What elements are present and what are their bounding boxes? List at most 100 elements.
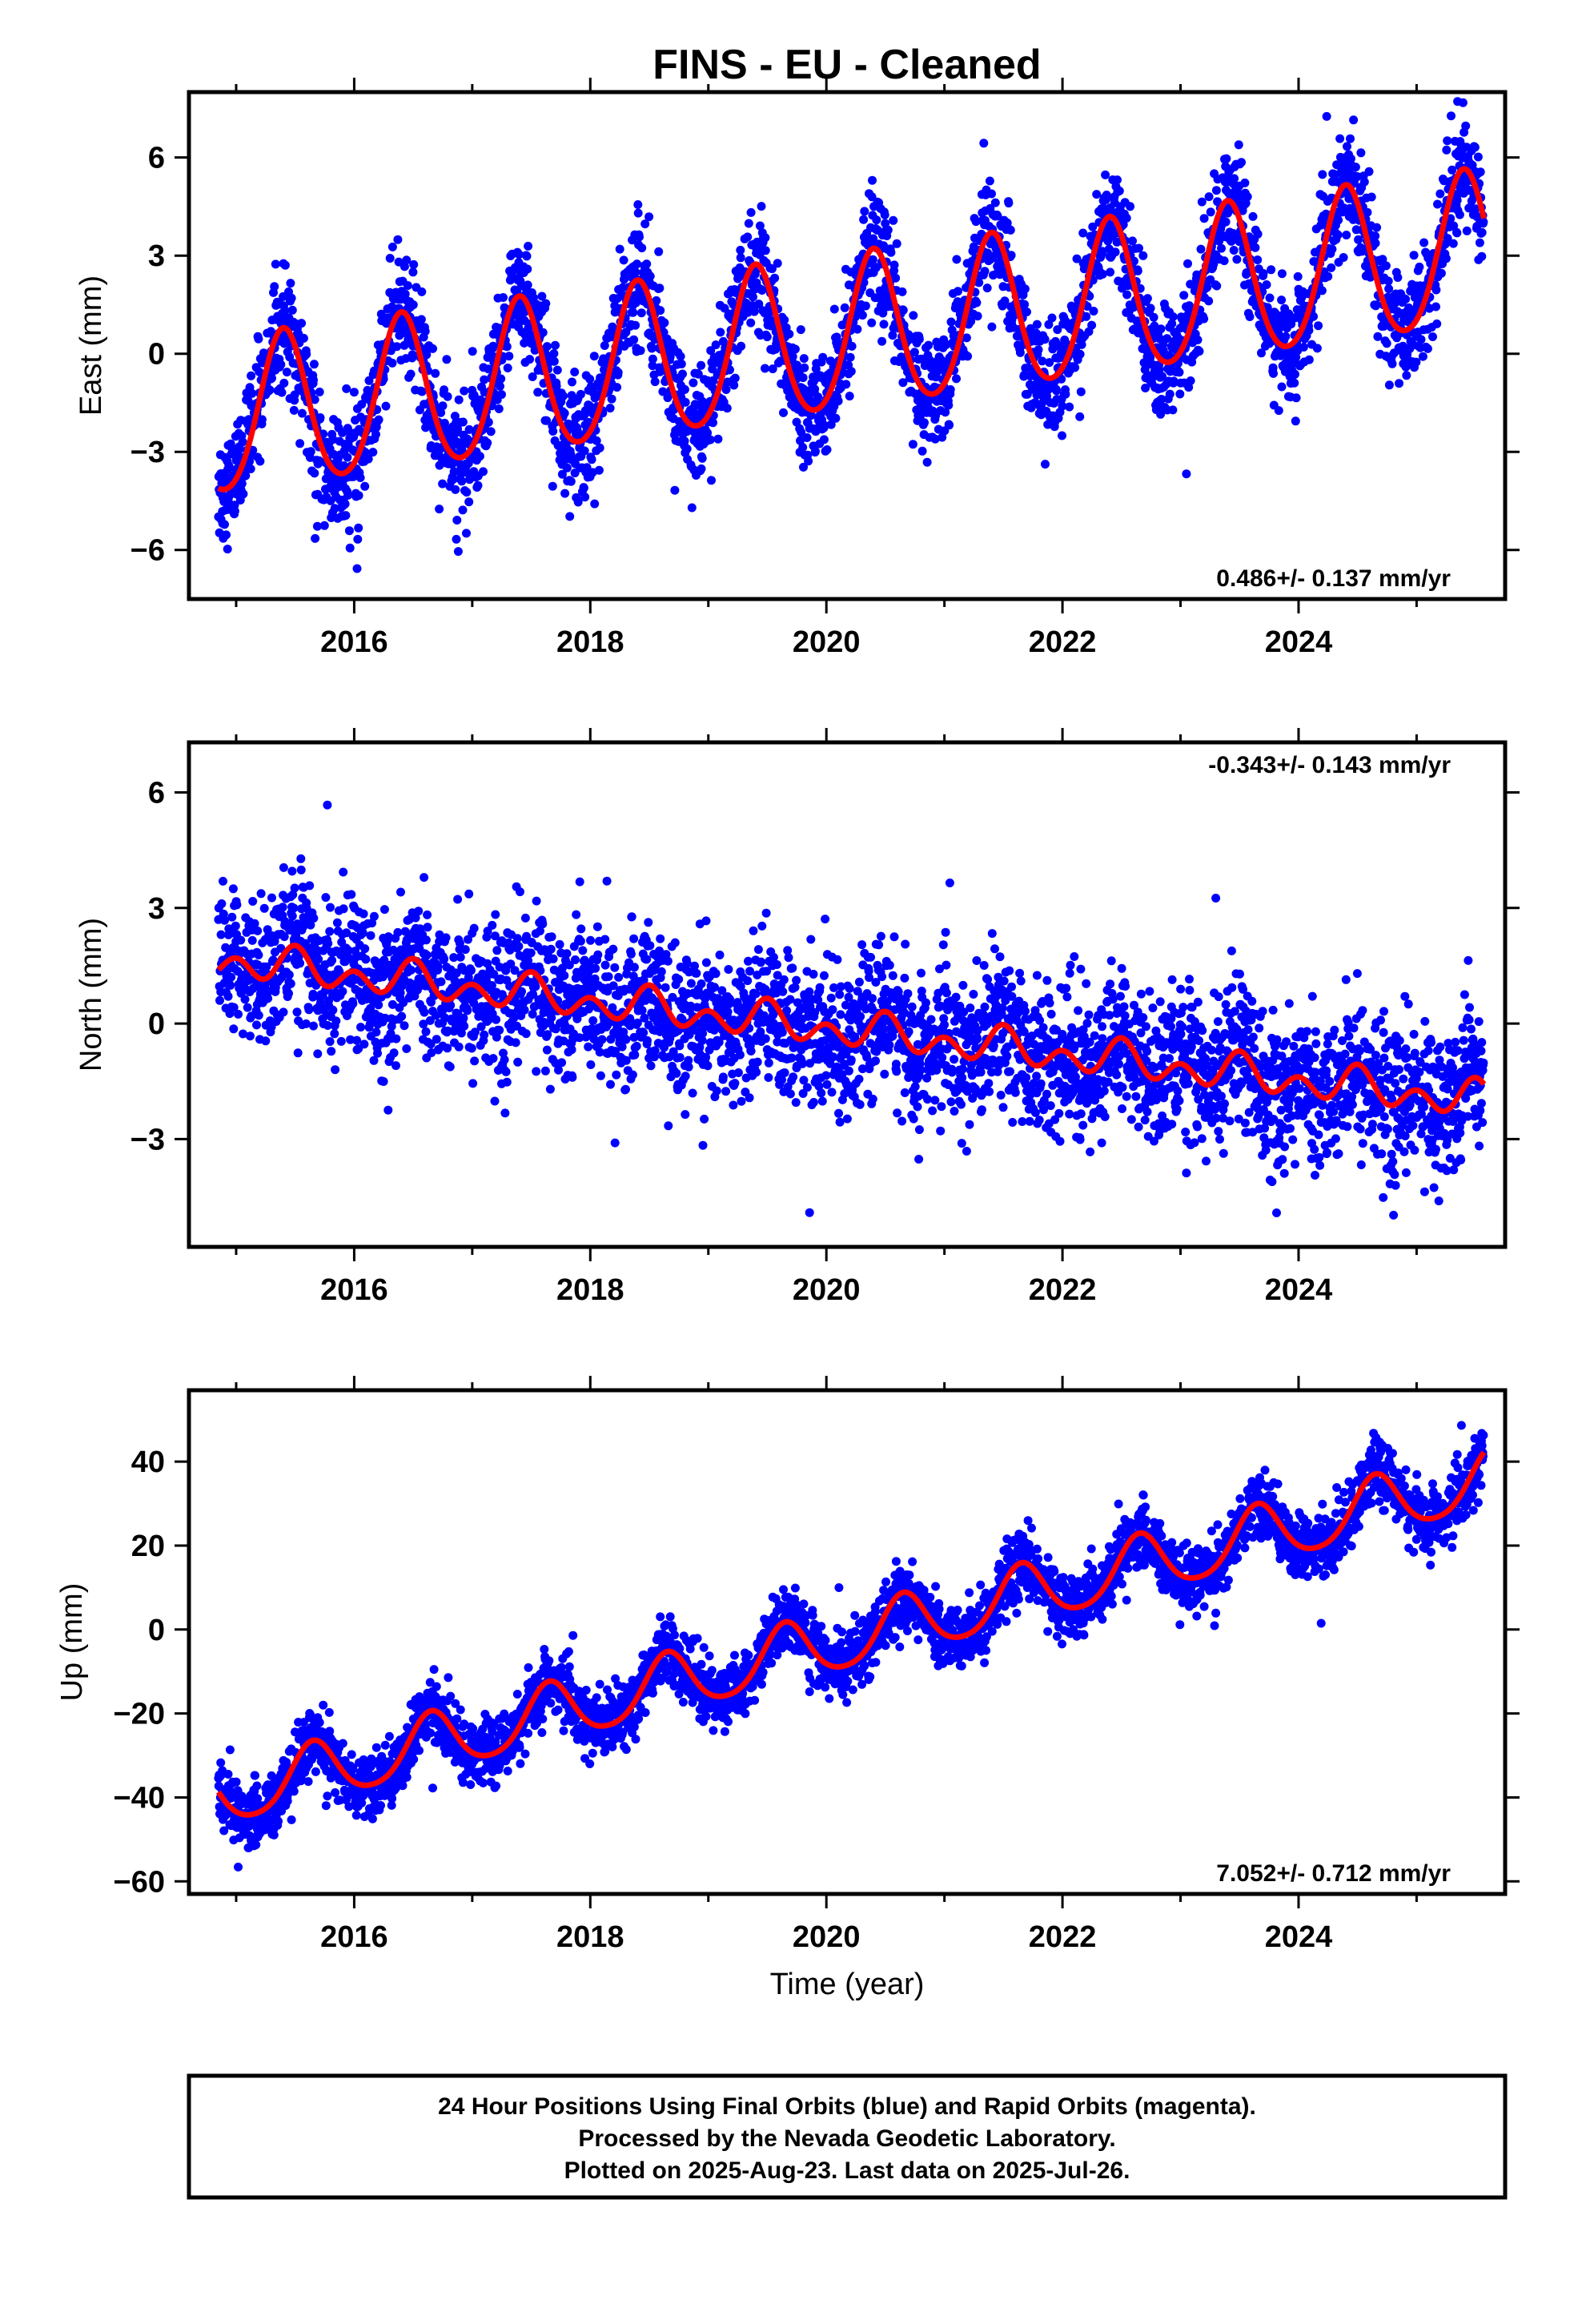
- data-point: [576, 924, 586, 934]
- data-point: [379, 905, 389, 915]
- data-point: [219, 876, 227, 886]
- data-point: [1196, 244, 1206, 254]
- data-point: [254, 951, 263, 959]
- data-point: [496, 374, 506, 384]
- data-point: [730, 373, 740, 383]
- data-point: [798, 373, 808, 383]
- data-point: [604, 972, 613, 981]
- data-point: [549, 356, 559, 366]
- data-point: [315, 388, 324, 396]
- data-point: [665, 352, 675, 361]
- data-point: [422, 951, 432, 960]
- data-point: [1240, 178, 1250, 187]
- data-point: [347, 890, 356, 899]
- data-point: [954, 287, 962, 296]
- data-point: [538, 919, 548, 929]
- data-point: [343, 490, 353, 500]
- data-point: [246, 464, 255, 473]
- data-point: [941, 408, 950, 417]
- data-point: [290, 390, 299, 400]
- data-point: [452, 516, 462, 525]
- data-point: [495, 1025, 504, 1035]
- data-point: [263, 994, 273, 1003]
- data-point: [542, 416, 552, 425]
- data-point: [480, 1030, 489, 1039]
- data-point: [420, 327, 430, 336]
- data-point: [421, 935, 431, 945]
- data-point: [443, 1043, 452, 1053]
- data-point: [503, 364, 512, 372]
- data-point: [1058, 401, 1067, 411]
- data-point: [1299, 343, 1308, 352]
- data-point: [571, 955, 580, 964]
- data-point: [982, 283, 992, 293]
- data-point: [479, 467, 488, 476]
- data-point: [1229, 246, 1239, 255]
- data-point: [297, 319, 307, 328]
- data-point: [1157, 395, 1166, 404]
- data-point: [1106, 267, 1115, 277]
- data-point: [1333, 230, 1343, 239]
- data-point: [1237, 158, 1246, 167]
- data-point: [652, 296, 661, 305]
- rate-annotation: 0.486+/- 0.137 mm/yr: [1216, 565, 1451, 592]
- data-point: [492, 946, 502, 955]
- data-point: [310, 395, 319, 404]
- data-point: [952, 255, 962, 264]
- data-point: [494, 404, 504, 413]
- data-point: [1204, 192, 1214, 202]
- data-point: [707, 476, 716, 485]
- data-point: [1428, 332, 1437, 341]
- data-point: [640, 219, 650, 229]
- data-point: [473, 480, 483, 490]
- data-point: [861, 301, 870, 311]
- data-point: [406, 369, 416, 379]
- data-point: [703, 428, 713, 437]
- data-point: [1304, 326, 1314, 336]
- data-point: [267, 893, 276, 903]
- data-point: [523, 264, 532, 274]
- data-point: [917, 446, 927, 456]
- data-point: [1366, 272, 1375, 282]
- data-point: [408, 300, 418, 310]
- data-point: [857, 311, 867, 320]
- data-point: [226, 980, 235, 990]
- data-point: [1175, 389, 1185, 399]
- data-point: [840, 303, 849, 312]
- data-point: [721, 385, 731, 394]
- data-point: [231, 921, 240, 931]
- data-point: [1309, 312, 1318, 321]
- data-point: [385, 254, 395, 263]
- data-point: [572, 910, 581, 919]
- data-point: [1006, 225, 1015, 235]
- data-point: [245, 1031, 255, 1041]
- data-point: [520, 1005, 529, 1015]
- data-point: [302, 349, 311, 359]
- data-point: [645, 271, 655, 281]
- data-point: [1346, 134, 1355, 143]
- data-point: [1044, 320, 1054, 329]
- data-point: [629, 934, 639, 943]
- data-point: [590, 499, 600, 509]
- data-point: [631, 320, 640, 330]
- data-point: [1015, 348, 1025, 357]
- data-point: [468, 347, 477, 356]
- data-point: [282, 368, 291, 377]
- data-point: [792, 360, 801, 370]
- data-point: [325, 1037, 335, 1047]
- data-point: [1253, 229, 1263, 239]
- data-point: [619, 255, 628, 265]
- data-point: [797, 428, 806, 437]
- data-point: [323, 939, 333, 948]
- data-point: [1199, 214, 1209, 223]
- data-point: [744, 219, 753, 228]
- data-point: [223, 991, 233, 1001]
- data-point: [600, 341, 609, 350]
- data-point: [357, 400, 367, 409]
- data-point: [432, 1035, 441, 1044]
- data-point: [566, 476, 576, 486]
- data-point: [779, 408, 788, 417]
- data-point: [1447, 111, 1456, 121]
